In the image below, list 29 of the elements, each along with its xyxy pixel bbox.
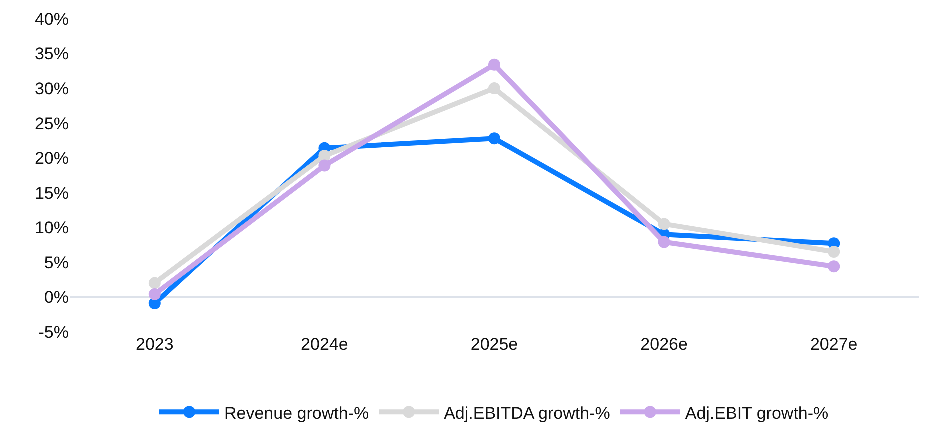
y-tick-label: 5% [44,253,69,272]
x-tick-label: 2024e [301,335,348,354]
x-tick-label: 2025e [470,335,518,354]
point [828,246,840,258]
y-tick-label: 30% [34,80,69,99]
x-tick-label: 2023 [136,335,174,354]
y-tick-label: 35% [34,44,69,64]
point [148,277,161,290]
x-tick-label: 2027e [810,335,858,354]
legend-label: Adj.EBITDA growth-% [444,404,610,423]
x-tick-label: 2026e [640,335,688,354]
y-tick-label: 10% [34,218,69,238]
legend-label: Revenue growth-% [224,404,370,423]
y-tick-label: 0% [44,288,69,308]
point [488,82,500,95]
point [828,260,840,273]
point [658,218,670,230]
point [658,236,670,248]
y-tick-label: 40% [34,10,69,29]
y-tick-label: 15% [34,184,69,203]
y-tick-label: 25% [34,114,69,134]
point [148,288,161,300]
y-tick-label: -5% [38,322,69,342]
point [318,160,331,172]
point [488,58,500,71]
point [488,132,500,145]
point [318,150,331,162]
y-tick-label: 20% [34,149,69,168]
legend-label: Adj.EBIT growth-% [685,404,829,423]
